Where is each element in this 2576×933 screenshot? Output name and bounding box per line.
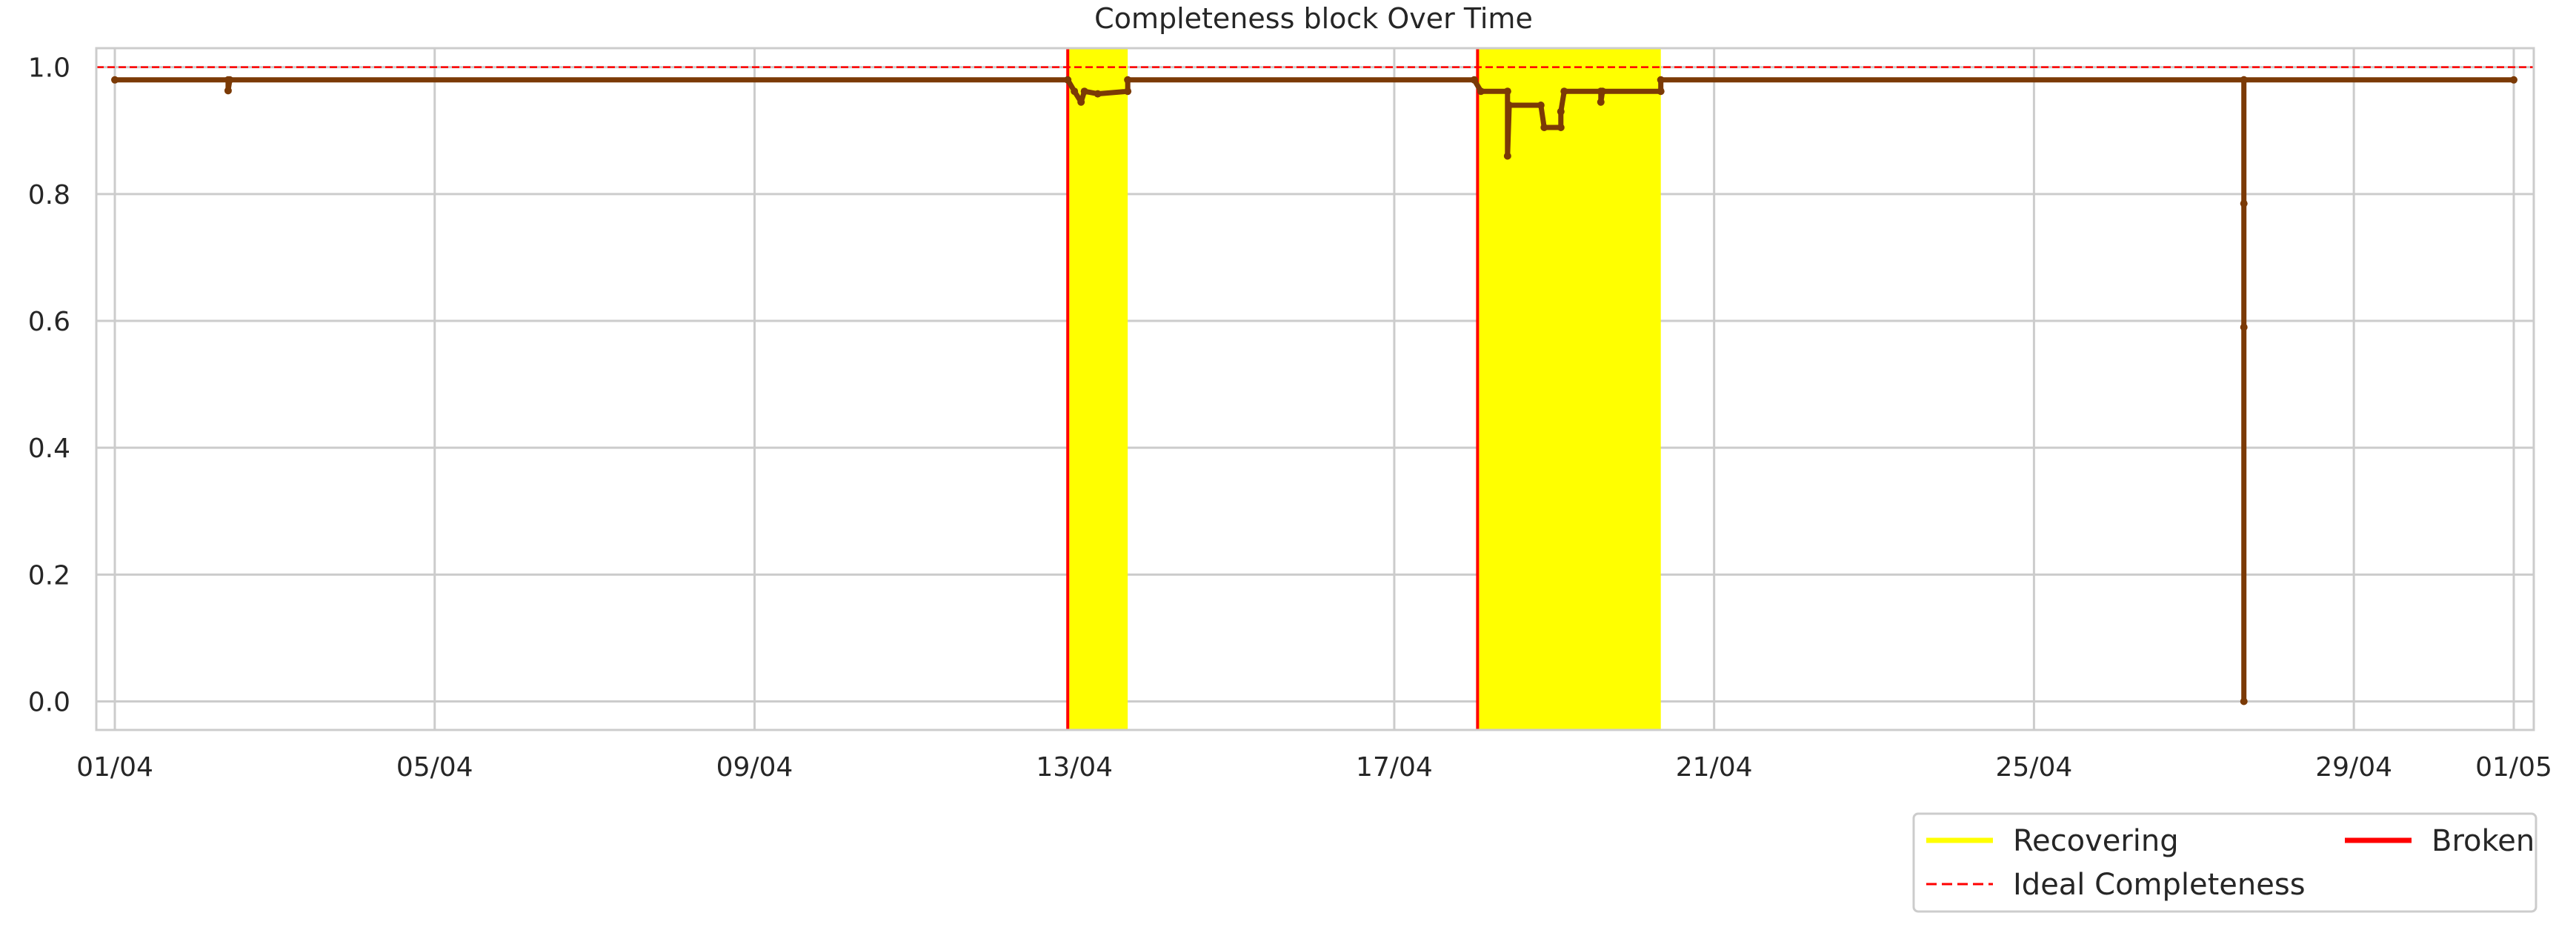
data-point — [2240, 76, 2248, 84]
data-point — [224, 87, 232, 95]
y-tick-label: 0.8 — [28, 180, 70, 210]
chart-title: Completeness block Over Time — [1094, 2, 1533, 35]
data-point — [1540, 123, 1548, 131]
y-tick-label: 0.6 — [28, 307, 70, 337]
data-point — [1657, 87, 1665, 96]
x-tick-label: 17/04 — [1356, 752, 1433, 783]
data-point — [1503, 152, 1511, 160]
x-tick-label: 01/04 — [76, 752, 153, 783]
y-tick-label: 0.0 — [28, 687, 70, 717]
plot-frame — [95, 47, 2535, 731]
data-point — [1124, 76, 1132, 84]
x-tick-label: 09/04 — [716, 752, 793, 783]
recovering-span — [1068, 48, 1128, 730]
data-point — [1597, 98, 1605, 106]
recovering-span — [1477, 48, 1661, 730]
grid-lines — [96, 48, 2534, 730]
data-point — [2240, 323, 2248, 331]
data-point — [2240, 697, 2248, 705]
data-point — [1557, 123, 1565, 131]
x-tick-label: 29/04 — [2315, 752, 2392, 783]
data-point — [1064, 76, 1072, 84]
data-point — [226, 76, 234, 84]
x-tick-label: 21/04 — [1676, 752, 1753, 783]
data-point — [1477, 87, 1485, 96]
legend: Recovering Broken Ideal Completeness — [1912, 812, 2537, 913]
data-point — [1124, 87, 1132, 96]
data-point — [1657, 76, 1665, 84]
data-point — [1560, 87, 1568, 96]
y-tick-label: 0.4 — [28, 434, 70, 464]
legend-label: Broken — [2432, 824, 2535, 858]
data-point — [1470, 76, 1478, 84]
y-tick-labels: 0.0 0.2 0.4 0.6 0.8 1.0 — [28, 53, 70, 718]
data-point — [1071, 87, 1079, 96]
series-layer — [111, 76, 2517, 705]
series-line — [112, 77, 2517, 704]
data-point — [1080, 87, 1088, 96]
data-point — [1537, 102, 1545, 110]
data-point — [2240, 199, 2248, 207]
data-point — [111, 76, 119, 84]
recovering-spans — [1068, 48, 1661, 730]
data-point — [1557, 107, 1565, 116]
x-tick-label: 13/04 — [1036, 752, 1113, 783]
x-tick-labels: 01/04 05/04 09/04 13/04 17/04 21/04 25/04 29/04… — [76, 752, 2552, 783]
x-tick-label: 01/05 — [2475, 752, 2552, 783]
data-point — [1077, 98, 1085, 106]
legend-label: Ideal Completeness — [2013, 868, 2306, 902]
data-point — [1094, 90, 1102, 98]
data-point — [2510, 76, 2517, 84]
data-point — [1505, 102, 1514, 110]
x-tick-label: 25/04 — [1996, 752, 2073, 783]
data-point — [1599, 87, 1607, 96]
x-tick-label: 05/04 — [396, 752, 473, 783]
legend-label: Recovering — [2013, 824, 2179, 858]
y-tick-label: 0.2 — [28, 560, 70, 591]
data-point — [1503, 87, 1511, 96]
y-tick-label: 1.0 — [28, 53, 70, 84]
broken-markers — [1066, 48, 1480, 730]
